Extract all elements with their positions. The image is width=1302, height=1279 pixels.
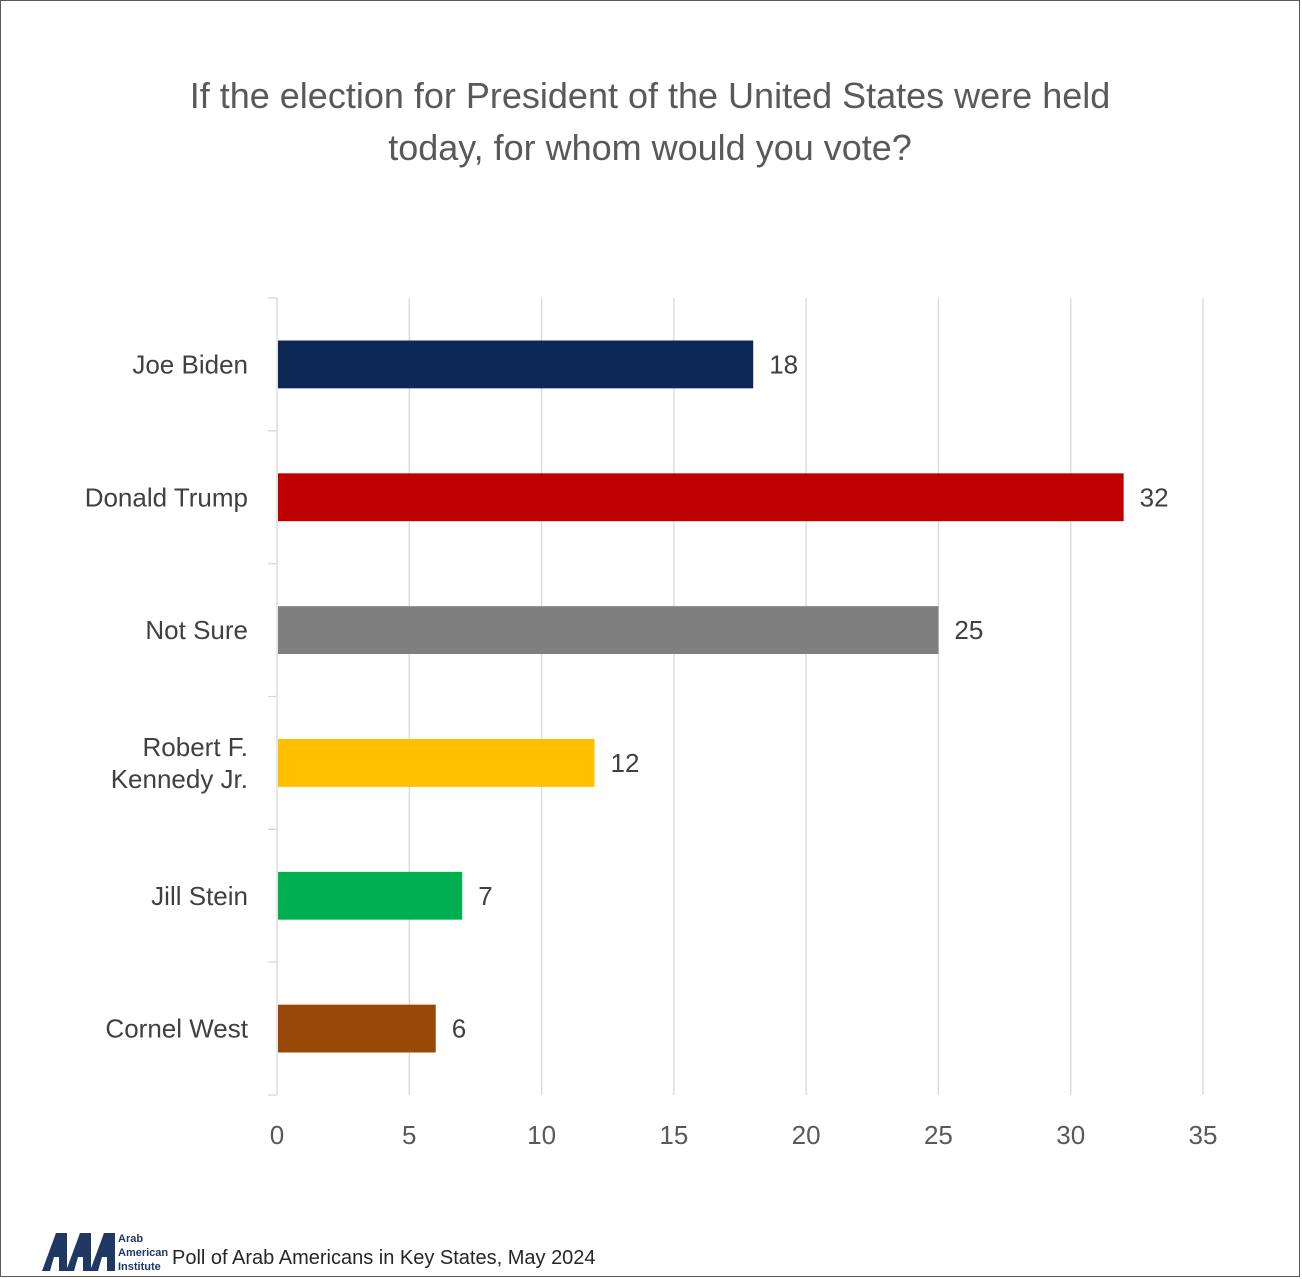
x-tick-label: 35 — [1189, 1120, 1218, 1150]
data-label: 18 — [769, 349, 798, 379]
bar — [278, 473, 1124, 522]
bar — [278, 871, 463, 920]
aai-logo: Arab American Institute — [42, 1233, 168, 1273]
bar — [278, 606, 939, 654]
chart-title: If the election for President of the Uni… — [100, 70, 1200, 174]
x-tick-label: 0 — [270, 1120, 284, 1150]
x-tick-label: 10 — [527, 1120, 556, 1150]
chart-title-line-1: If the election for President of the Uni… — [189, 75, 1111, 116]
x-tick-label: 30 — [1056, 1120, 1085, 1150]
logo-word-1: Arab — [118, 1233, 143, 1245]
bar-chart: 18 Joe Biden 32 Donald Trump 25 Not Sure 12 Rob… — [85, 297, 1218, 1150]
category-label: Cornel West — [105, 1014, 248, 1044]
data-label: 12 — [610, 748, 639, 778]
logo-word-2: American — [118, 1247, 168, 1259]
category-label: Joe Biden — [132, 349, 248, 379]
data-label: 6 — [452, 1014, 466, 1044]
category-label: Jill Stein — [151, 881, 248, 911]
chart-title-line-2: today, for whom would you vote? — [388, 127, 912, 168]
logo-word-3: Institute — [118, 1261, 161, 1273]
category-label: Not Sure — [145, 615, 248, 645]
x-tick-label: 25 — [924, 1120, 953, 1150]
category-label: Kennedy Jr. — [111, 764, 248, 794]
source-note: Poll of Arab Americans in Key States, Ma… — [172, 1247, 596, 1269]
bar — [278, 739, 595, 787]
x-tick-label: 5 — [402, 1120, 416, 1150]
x-tick-label: 20 — [792, 1120, 821, 1150]
category-label: Donald Trump — [85, 482, 248, 512]
data-label: 7 — [478, 881, 492, 911]
data-label: 32 — [1140, 482, 1169, 512]
data-label: 25 — [954, 615, 983, 645]
bar — [278, 1004, 436, 1053]
bar — [278, 340, 754, 389]
x-tick-label: 15 — [659, 1120, 688, 1150]
category-label: Robert F. — [143, 732, 249, 762]
